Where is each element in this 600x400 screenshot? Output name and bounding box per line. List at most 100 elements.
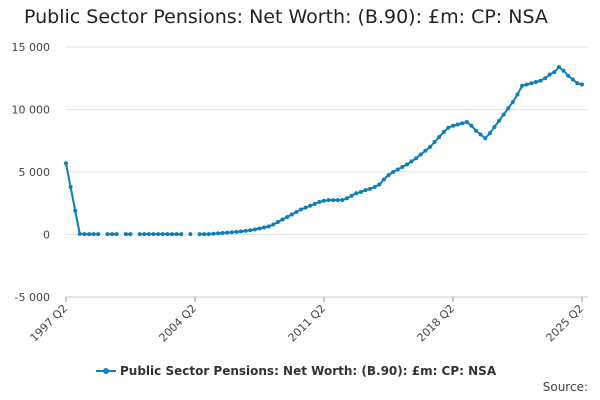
- data-point: [206, 232, 211, 237]
- y-tick-label: 5 000: [19, 166, 51, 179]
- source-label: Source:: [542, 380, 588, 394]
- data-point: [335, 198, 340, 203]
- data-point: [349, 193, 354, 198]
- data-point: [446, 125, 451, 130]
- data-point: [358, 190, 363, 194]
- data-point: [538, 78, 543, 83]
- data-point: [331, 198, 336, 203]
- x-tick-label: 2018 Q2: [415, 302, 458, 345]
- data-point: [400, 165, 405, 169]
- data-point: [303, 205, 308, 210]
- data-point: [363, 188, 368, 193]
- data-point: [294, 210, 299, 214]
- series-group: [64, 65, 584, 237]
- data-point: [497, 118, 502, 123]
- data-point: [68, 185, 73, 189]
- data-point: [354, 191, 359, 196]
- data-point: [151, 232, 156, 237]
- data-point: [156, 232, 161, 237]
- data-point: [501, 112, 506, 117]
- data-point: [391, 170, 396, 174]
- data-point: [128, 232, 133, 237]
- data-point: [105, 232, 110, 237]
- data-point: [580, 82, 584, 87]
- data-point: [96, 232, 101, 237]
- data-point: [506, 106, 511, 111]
- data-point: [529, 81, 534, 86]
- data-point: [114, 232, 119, 237]
- x-tick-labels: 1997 Q2 2004 Q2 2011 Q2 2018 Q2 2025 Q2: [28, 302, 587, 345]
- data-point: [570, 77, 575, 82]
- data-point: [414, 156, 419, 161]
- data-point: [552, 70, 557, 74]
- data-point: [275, 220, 280, 224]
- data-point: [317, 200, 322, 204]
- data-point: [142, 232, 147, 237]
- data-point: [298, 207, 303, 212]
- data-point: [460, 121, 465, 126]
- data-point: [520, 83, 525, 88]
- y-tick-label: 15 000: [12, 41, 51, 54]
- data-point: [547, 72, 552, 77]
- data-point: [271, 222, 276, 227]
- data-point: [257, 226, 262, 231]
- data-point: [174, 232, 179, 237]
- data-point: [474, 128, 479, 133]
- data-point: [372, 185, 377, 189]
- legend-line-marker-icon: [96, 365, 116, 377]
- data-point: [179, 232, 184, 237]
- data-point: [308, 203, 313, 208]
- data-point: [483, 136, 488, 141]
- x-tick-label: 2025 Q2: [544, 302, 587, 345]
- chart-title: Public Sector Pensions: Net Worth: (B.90…: [24, 6, 548, 28]
- y-tick-label: -5 000: [15, 291, 50, 304]
- data-point: [211, 231, 216, 236]
- y-tick-label: 10 000: [12, 104, 51, 117]
- data-point: [322, 198, 326, 203]
- data-point: [566, 73, 571, 78]
- data-point: [437, 135, 442, 139]
- data-point: [368, 186, 373, 191]
- data-point: [478, 132, 483, 137]
- data-point: [202, 232, 207, 237]
- y-tick-labels: 15 000 10 000 5 000 0 -5 000: [12, 41, 51, 304]
- data-point: [533, 80, 538, 84]
- data-point: [404, 162, 409, 167]
- data-point: [239, 229, 244, 234]
- data-point: [285, 215, 290, 219]
- data-point: [91, 232, 96, 237]
- data-point: [469, 123, 474, 128]
- data-point: [451, 123, 455, 128]
- legend[interactable]: Public Sector Pensions: Net Worth: (B.90…: [96, 364, 496, 378]
- axes: [65, 296, 588, 302]
- x-tick-label: 1997 Q2: [28, 302, 71, 345]
- data-point: [441, 130, 446, 134]
- data-point: [377, 182, 382, 187]
- data-point: [345, 196, 350, 201]
- data-point: [188, 232, 193, 237]
- data-point: [464, 120, 469, 124]
- data-point: [64, 161, 68, 166]
- data-point: [340, 198, 345, 202]
- data-point: [556, 65, 561, 69]
- data-point: [197, 232, 202, 237]
- data-point: [248, 228, 253, 233]
- data-point: [492, 125, 497, 129]
- data-point: [225, 230, 230, 235]
- data-point: [575, 81, 580, 86]
- data-point: [386, 173, 391, 178]
- data-point: [243, 228, 248, 233]
- data-point: [543, 76, 548, 81]
- series-line: [65, 66, 583, 236]
- data-point: [395, 167, 400, 172]
- data-point: [418, 152, 423, 157]
- data-point: [169, 232, 174, 237]
- data-point: [312, 201, 317, 206]
- data-point: [229, 230, 234, 235]
- data-point: [515, 92, 520, 97]
- data-point: [262, 225, 267, 230]
- data-point: [455, 122, 460, 127]
- data-point: [561, 68, 566, 73]
- data-point: [160, 232, 165, 237]
